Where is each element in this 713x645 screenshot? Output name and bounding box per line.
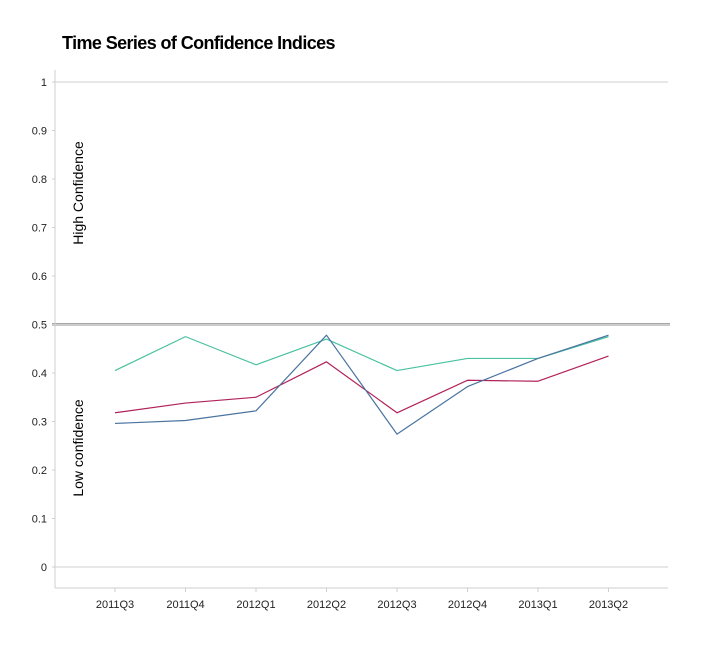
series-line [114, 336, 609, 372]
y-tick-label: 0.3 [32, 417, 47, 429]
chart-title: Time Series of Confidence Indices [62, 33, 336, 53]
x-tick-label: 2012Q2 [307, 599, 346, 611]
y-tick-label: 0.4 [32, 368, 47, 380]
x-tick-label: 2011Q4 [166, 599, 204, 611]
x-tick-label: 2012Q3 [377, 599, 416, 611]
y-tick-label: 0.1 [32, 514, 47, 526]
y-tick-label: 0.2 [32, 465, 47, 477]
x-tick-label: 2011Q3 [96, 599, 134, 611]
label-layer: 0 0.1 0.2 0.3 0.4 0.5 0.6 0.7 0.8 0.9 1 2011Q3 2011Q… [32, 77, 628, 611]
y-tick-label: 0.6 [32, 271, 47, 283]
series-line [114, 334, 609, 435]
y-tick-label: 0.8 [32, 174, 47, 186]
grid-layer [52, 81, 670, 568]
y-tick-label: 0.7 [32, 223, 47, 235]
series-line [114, 355, 609, 414]
x-tick-label: 2013Q2 [589, 599, 628, 611]
x-tick-label: 2012Q4 [448, 599, 487, 611]
y-tick-label: 0.9 [32, 126, 47, 138]
y-tick-label: 1 [41, 77, 47, 89]
y-tick-label: 0.5 [32, 320, 47, 332]
annotation-high-confidence: High Confidence [70, 141, 86, 245]
y-tick-label: 0 [41, 562, 47, 574]
x-tick-label: 2012Q1 [236, 599, 275, 611]
axis-layer [52, 70, 668, 592]
annotation-low-confidence: Low confidence [70, 399, 86, 497]
series-layer [114, 334, 609, 435]
x-tick-label: 2013Q1 [518, 599, 557, 611]
